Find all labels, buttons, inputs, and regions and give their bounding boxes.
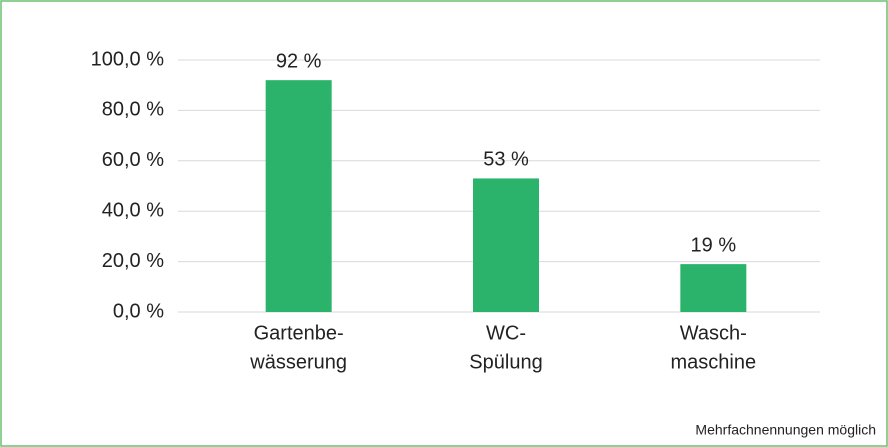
x-tick-label: Wasch- [680, 322, 747, 344]
y-tick-label: 0,0 % [113, 300, 164, 322]
bar [473, 178, 539, 312]
annotation: Mehrfachnennungen möglich [695, 422, 876, 438]
y-tick-label: 40,0 % [102, 199, 164, 221]
bar [265, 80, 332, 312]
x-tick-label: WC- [486, 322, 526, 344]
x-tick-label: Gartenbe- [254, 322, 344, 344]
x-tick-label: maschine [671, 351, 757, 373]
data-label: 92 % [276, 50, 322, 72]
data-label: 53 % [483, 149, 529, 171]
x-tick-label: Spülung [469, 351, 542, 373]
y-tick-label: 80,0 % [102, 99, 164, 121]
y-tick-label: 20,0 % [102, 250, 164, 272]
bar [680, 264, 747, 312]
data-label: 19 % [691, 234, 737, 256]
y-tick-label: 100,0 % [91, 48, 165, 70]
y-tick-label: 60,0 % [102, 149, 164, 171]
x-tick-label: wässerung [249, 351, 347, 373]
